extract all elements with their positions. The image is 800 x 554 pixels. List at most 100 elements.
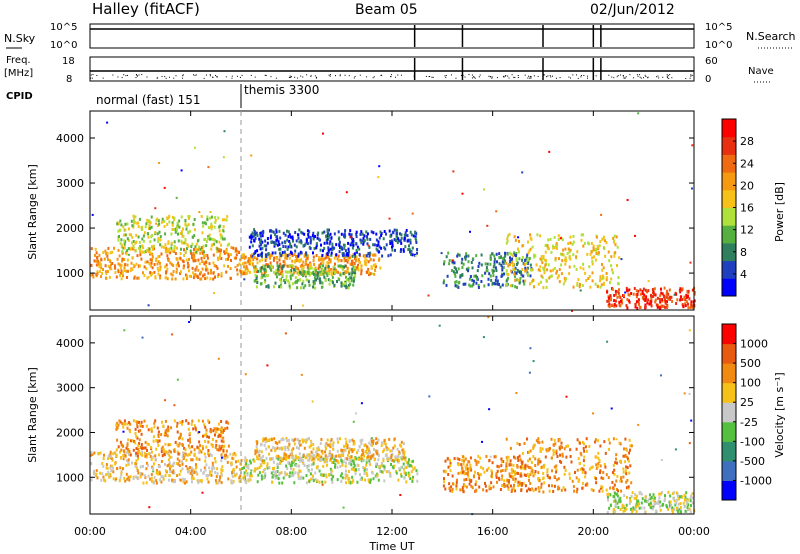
- range-cell: [345, 252, 348, 256]
- range-cell: [367, 453, 370, 457]
- range-cell: [170, 262, 173, 266]
- range-cell: [503, 259, 506, 263]
- range-cell: [452, 270, 455, 274]
- y-tick-label: 4000: [56, 132, 84, 145]
- range-cell: [207, 440, 210, 444]
- range-cell: [565, 259, 567, 263]
- range-cell: [592, 244, 595, 248]
- range-cell: [202, 447, 204, 451]
- range-cell: [206, 477, 209, 481]
- range-cell: [90, 453, 93, 457]
- range-cell: [288, 256, 291, 260]
- range-cell: [349, 262, 352, 266]
- range-cell: [401, 455, 404, 459]
- range-cell: [249, 260, 252, 264]
- range-cell: [475, 254, 478, 258]
- range-cell: [558, 487, 561, 490]
- range-cell: [354, 271, 356, 275]
- range-cell: [623, 494, 626, 498]
- range-cell: [139, 465, 142, 469]
- range-cell: [668, 295, 671, 299]
- range-cell: [208, 435, 210, 439]
- range-cell: [492, 485, 495, 489]
- range-cell: [549, 237, 552, 241]
- nave-point: [537, 75, 539, 77]
- range-cell: [354, 258, 357, 262]
- range-cell: [328, 242, 331, 246]
- scatter-cell: [599, 487, 602, 490]
- range-cell: [635, 497, 638, 501]
- range-cell: [183, 453, 186, 457]
- range-cell: [269, 229, 271, 233]
- range-cell: [119, 241, 122, 245]
- nave-point: [471, 77, 473, 79]
- range-cell: [288, 264, 291, 268]
- range-cell: [303, 446, 306, 450]
- range-cell: [278, 481, 281, 485]
- freq-right-tick-bottom: 0: [705, 74, 711, 85]
- range-cell: [479, 473, 482, 477]
- range-cell: [399, 443, 402, 447]
- range-cell: [650, 297, 653, 301]
- range-cell: [166, 254, 169, 258]
- range-cell: [581, 284, 584, 287]
- range-cell: [149, 477, 152, 481]
- range-cell: [315, 455, 318, 459]
- range-cell: [383, 230, 386, 233]
- range-cell: [275, 228, 278, 232]
- range-cell: [365, 468, 368, 471]
- range-cell: [501, 257, 504, 261]
- range-cell: [356, 245, 359, 249]
- range-cell: [564, 488, 567, 492]
- range-cell: [625, 503, 628, 507]
- range-cell: [597, 456, 600, 460]
- range-cell: [639, 288, 642, 292]
- range-cell: [559, 459, 561, 463]
- range-cell: [191, 266, 194, 270]
- range-cell: [687, 302, 689, 306]
- range-cell: [282, 260, 285, 264]
- range-cell: [367, 455, 369, 459]
- range-cell: [172, 264, 175, 267]
- range-cell: [120, 456, 122, 459]
- range-cell: [338, 243, 341, 247]
- range-cell: [612, 507, 615, 511]
- range-cell: [284, 256, 287, 260]
- range-cell: [293, 268, 296, 271]
- range-cell: [403, 233, 406, 237]
- range-cell: [245, 462, 248, 466]
- nave-point: [524, 74, 526, 76]
- range-cell: [500, 464, 503, 468]
- range-cell: [302, 454, 305, 457]
- range-cell: [491, 281, 494, 285]
- range-cell: [370, 439, 373, 443]
- range-cell: [340, 284, 343, 288]
- range-cell: [273, 466, 276, 470]
- nave-point: [690, 74, 692, 76]
- range-cell: [514, 479, 517, 483]
- range-cell: [173, 419, 176, 423]
- range-cell: [150, 261, 153, 265]
- range-cell: [618, 300, 621, 304]
- range-cell: [284, 473, 287, 477]
- range-cell: [579, 467, 582, 471]
- range-cell: [265, 248, 268, 252]
- range-cell: [512, 477, 515, 481]
- range-cell: [568, 265, 571, 269]
- noise-panel-frame: [89, 23, 695, 49]
- range-cell: [554, 258, 557, 262]
- range-cell: [122, 444, 125, 448]
- range-cell: [254, 279, 257, 282]
- range-cell: [449, 464, 452, 468]
- x-tick-label: 08:00: [275, 525, 307, 538]
- range-cell: [176, 443, 179, 447]
- range-cell: [626, 298, 629, 301]
- range-cell: [343, 272, 346, 276]
- range-cell: [466, 463, 469, 467]
- range-cell: [506, 457, 509, 461]
- range-cell: [139, 446, 142, 449]
- range-cell: [512, 268, 515, 271]
- range-cell: [347, 250, 350, 254]
- range-cell: [508, 463, 511, 467]
- range-cell: [244, 456, 247, 460]
